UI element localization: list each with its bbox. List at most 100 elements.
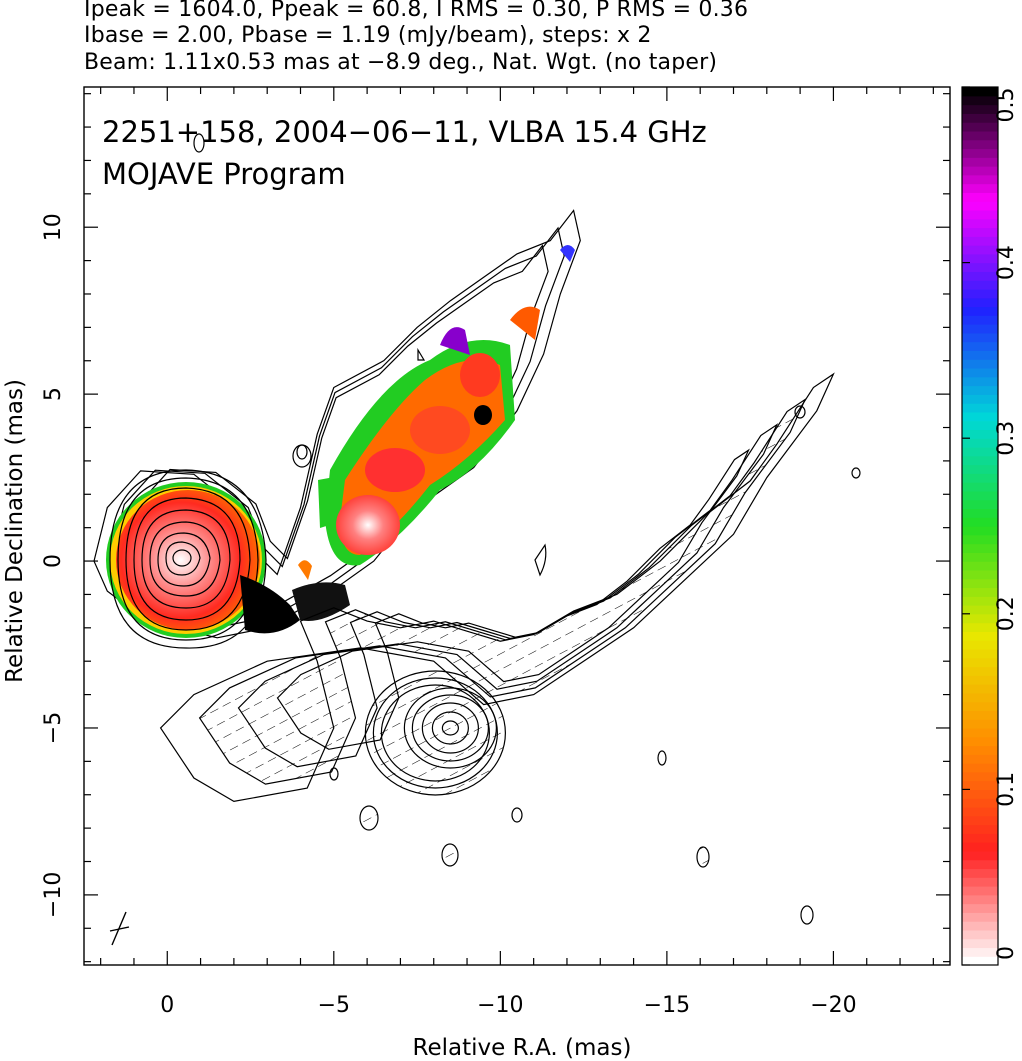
colorbar-segment — [962, 543, 998, 553]
x-tick-label: −5 — [318, 993, 350, 1018]
colorbar-segment — [962, 122, 998, 132]
colorbar-segment — [962, 569, 998, 580]
colorbar-segment — [962, 815, 998, 826]
colorbar-segment — [962, 596, 998, 606]
colorbar-segment — [962, 297, 998, 308]
colorbar-segment — [962, 227, 998, 237]
colorbar — [961, 86, 999, 966]
colorbar-segment — [962, 113, 998, 123]
colorbar-segment — [962, 701, 998, 711]
colorbar-segment — [962, 324, 998, 334]
colorbar-segment — [962, 657, 998, 668]
colorbar-segment — [962, 218, 998, 229]
colorbar-segment — [962, 482, 998, 492]
x-axis-label: Relative R.A. (mas) — [413, 1035, 632, 1061]
source-annotation: 2251+158, 2004−06−11, VLBA 15.4 GHz — [102, 115, 707, 149]
beam-marker — [109, 911, 130, 946]
colorbar-segment — [962, 280, 998, 290]
colorbar-segment — [962, 868, 998, 878]
x-tick-label: 0 — [160, 993, 174, 1018]
plot-area — [93, 133, 861, 946]
colorbar-segment — [962, 394, 998, 404]
colorbar-ticks: 0 0.1 0.2 0.3 0.4 0.5 — [962, 86, 1019, 966]
colorbar-segment — [962, 157, 998, 167]
axis-ticks — [84, 87, 950, 965]
colorbar-segment — [962, 675, 998, 685]
colorbar-segment — [962, 771, 998, 782]
polarization-color-map — [106, 245, 575, 638]
lower-core-contour-6 — [431, 711, 469, 745]
lower-core-contour-4 — [411, 694, 489, 762]
colorbar-segment — [962, 139, 998, 150]
colorbar-segment — [962, 350, 998, 360]
core-contours — [109, 469, 267, 649]
colorbar-segment — [962, 885, 998, 896]
colorbar-segment — [962, 517, 998, 527]
y-tick-label: 0 — [41, 554, 66, 568]
colorbar-segment — [962, 245, 998, 255]
colorbar-segment — [962, 315, 998, 325]
colorbar-segment — [962, 798, 998, 808]
lower-core-contour-3 — [403, 687, 497, 769]
colorbar-segment — [962, 552, 998, 562]
colorbar-segment — [962, 859, 998, 870]
colorbar-segment — [962, 236, 998, 246]
colorbar-segment — [962, 736, 998, 747]
colorbar-segment — [962, 763, 998, 773]
colorbar-segment — [962, 842, 998, 852]
colorbar-segment — [962, 648, 998, 659]
colorbar-segment — [962, 420, 998, 431]
colorbar-segment — [962, 877, 998, 887]
colorbar-segment — [962, 473, 998, 483]
colorbar-segment — [962, 780, 998, 790]
colorbar-segment — [962, 464, 998, 474]
colorbar-segment — [962, 894, 998, 905]
colorbar-segment — [962, 306, 998, 316]
colorbar-segment — [962, 385, 998, 395]
colorbar-segment — [962, 490, 998, 501]
header-line-3: Beam: 1.11x0.53 mas at −8.9 deg., Nat. W… — [84, 50, 718, 75]
y-tick-label: −5 — [41, 712, 66, 744]
colorbar-segment — [962, 183, 998, 193]
colorbar-segment — [962, 359, 998, 369]
colorbar-segment — [962, 438, 998, 448]
colorbar-segment — [962, 262, 998, 272]
program-annotation: MOJAVE Program — [102, 157, 346, 191]
colorbar-segment — [962, 148, 998, 158]
colorbar-segment — [962, 947, 998, 957]
colorbar-segment — [962, 789, 998, 799]
x-tick-label: −10 — [477, 993, 523, 1018]
colorbar-tick-label: 0.1 — [994, 772, 1019, 807]
colorbar-segment — [962, 166, 998, 176]
colorbar-segment — [962, 499, 998, 510]
colorbar-segment — [962, 526, 998, 536]
header-line-2: Ibase = 2.00, Pbase = 1.19 (mJy/beam), s… — [84, 23, 652, 48]
colorbar-segment — [962, 640, 998, 650]
colorbar-segment — [962, 929, 998, 940]
colorbar-segment — [962, 429, 998, 439]
colorbar-segment — [962, 174, 998, 185]
y-tick-label: 10 — [41, 213, 66, 241]
colorbar-segment — [962, 95, 998, 106]
y-tick-label: −10 — [41, 872, 66, 918]
colorbar-segment — [962, 508, 998, 518]
colorbar-segment — [962, 455, 998, 466]
colorbar-segment — [962, 622, 998, 632]
x-tick-label: −20 — [810, 993, 856, 1018]
colorbar-segment — [962, 446, 998, 457]
colorbar-segment — [962, 684, 998, 694]
colorbar-tick-label: 0 — [994, 946, 1019, 960]
colorbar-segment — [962, 631, 998, 641]
colorbar-segment — [962, 578, 998, 589]
colorbar-tick-label: 0.4 — [994, 245, 1019, 280]
colorbar-segment — [962, 938, 998, 949]
y-axis-label: Relative Declination (mas) — [2, 379, 28, 683]
colorbar-segment — [962, 367, 998, 378]
colorbar-segment — [962, 288, 998, 299]
colorbar-segment — [962, 605, 998, 615]
lower-jet-contour-1 — [198, 397, 807, 785]
colorbar-segment — [962, 613, 998, 624]
colorbar-segment — [962, 209, 998, 220]
lower-core-contour-1 — [372, 677, 498, 789]
